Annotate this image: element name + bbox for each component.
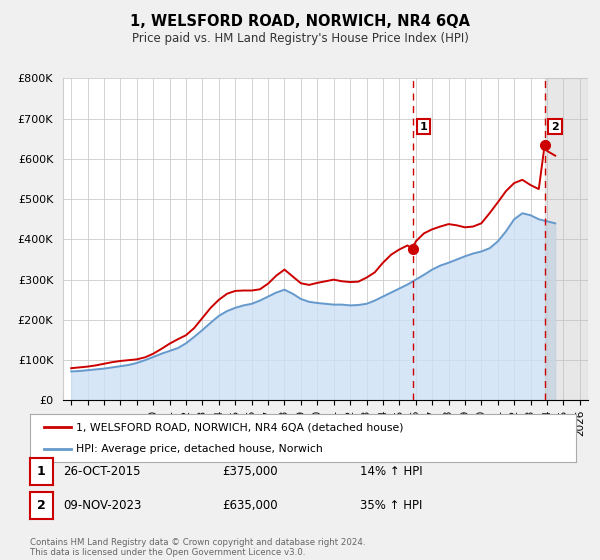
Text: 26-OCT-2015: 26-OCT-2015: [63, 465, 140, 478]
Text: 1: 1: [37, 465, 46, 478]
Text: £375,000: £375,000: [222, 465, 278, 478]
Text: Contains HM Land Registry data © Crown copyright and database right 2024.
This d: Contains HM Land Registry data © Crown c…: [30, 538, 365, 557]
Text: 35% ↑ HPI: 35% ↑ HPI: [360, 498, 422, 512]
Text: 1: 1: [419, 122, 427, 132]
Text: 1, WELSFORD ROAD, NORWICH, NR4 6QA (detached house): 1, WELSFORD ROAD, NORWICH, NR4 6QA (deta…: [76, 422, 404, 432]
Text: 14% ↑ HPI: 14% ↑ HPI: [360, 465, 422, 478]
Text: £635,000: £635,000: [222, 498, 278, 512]
Text: 2: 2: [37, 498, 46, 512]
Text: 1, WELSFORD ROAD, NORWICH, NR4 6QA: 1, WELSFORD ROAD, NORWICH, NR4 6QA: [130, 14, 470, 29]
Text: 2: 2: [551, 122, 559, 132]
Text: Price paid vs. HM Land Registry's House Price Index (HPI): Price paid vs. HM Land Registry's House …: [131, 32, 469, 45]
Bar: [545, 78, 588, 400]
Text: HPI: Average price, detached house, Norwich: HPI: Average price, detached house, Norw…: [76, 444, 323, 454]
Text: 09-NOV-2023: 09-NOV-2023: [63, 498, 142, 512]
